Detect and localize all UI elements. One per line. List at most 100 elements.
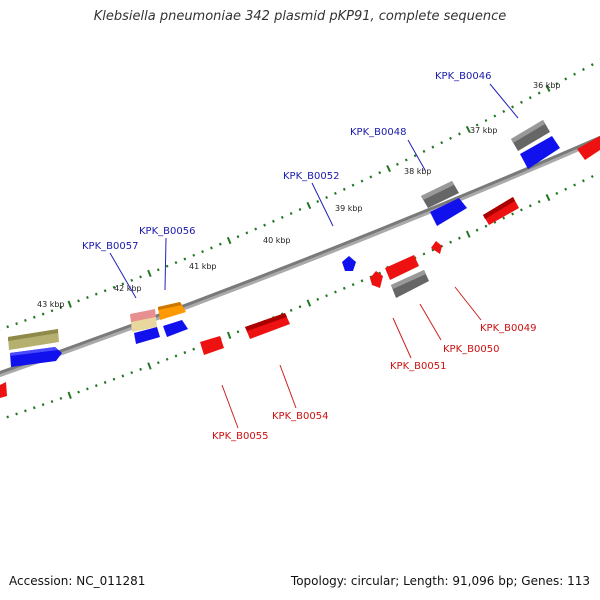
- minor-tick: [86, 387, 89, 391]
- major-tick: [67, 300, 72, 308]
- minor-tick: [24, 409, 27, 413]
- minor-tick: [422, 252, 426, 256]
- scale-label-41kbp: 41 kbp: [189, 262, 217, 271]
- minor-tick: [32, 315, 36, 319]
- leader-line: [279, 364, 297, 409]
- minor-tick: [174, 354, 178, 358]
- minor-tick: [50, 400, 54, 404]
- minor-tick: [502, 216, 506, 220]
- minor-tick: [183, 257, 187, 261]
- minor-tick: [121, 282, 125, 286]
- minor-tick: [112, 377, 116, 381]
- gene-label-KPK_B0049: KPK_B0049: [480, 323, 536, 334]
- minor-tick: [590, 63, 594, 67]
- minor-tick: [493, 114, 497, 118]
- gene-olive-top: [8, 329, 58, 341]
- scale-label-40kbp: 40 kbp: [263, 236, 291, 245]
- minor-tick: [316, 199, 320, 204]
- minor-tick: [573, 183, 577, 187]
- minor-tick: [316, 297, 320, 301]
- minor-tick: [165, 264, 169, 268]
- minor-tick: [404, 158, 408, 162]
- minor-tick: [77, 299, 80, 303]
- minor-tick: [139, 367, 142, 371]
- minor-tick: [174, 261, 178, 265]
- minor-tick: [484, 224, 488, 228]
- minor-tick: [528, 96, 532, 100]
- minor-tick: [360, 179, 364, 183]
- minor-tick: [458, 132, 461, 136]
- minor-tick: [564, 187, 568, 191]
- minor-tick: [139, 275, 142, 279]
- minor-tick: [130, 278, 134, 282]
- major-tick: [465, 230, 471, 238]
- minor-tick: [77, 390, 80, 394]
- minor-tick: [334, 290, 337, 294]
- minor-tick: [519, 208, 523, 212]
- minor-tick: [236, 330, 240, 334]
- minor-tick: [41, 403, 45, 407]
- minor-tick: [103, 380, 107, 384]
- minor-tick: [183, 351, 187, 355]
- minor-tick: [325, 294, 328, 298]
- gene-gray-top: [391, 270, 426, 289]
- scale-label-43kbp: 43 kbp: [37, 300, 65, 309]
- major-tick: [306, 201, 312, 210]
- gene-blue: [430, 198, 467, 226]
- minor-tick: [236, 235, 240, 239]
- minor-tick: [484, 119, 488, 123]
- gene-red: [577, 136, 600, 160]
- major-tick: [386, 164, 392, 173]
- minor-tick: [378, 171, 382, 175]
- minor-tick: [218, 242, 222, 246]
- minor-tick: [6, 415, 10, 419]
- leader-line: [392, 317, 412, 359]
- minor-tick: [112, 285, 116, 289]
- minor-tick: [520, 100, 523, 104]
- gene-label-KPK_B0051: KPK_B0051: [390, 361, 446, 372]
- minor-tick: [289, 308, 293, 312]
- gene-label-KPK_B0050: KPK_B0050: [443, 344, 499, 355]
- accession-text: Accession: NC_011281: [9, 574, 146, 588]
- minor-tick: [50, 309, 54, 313]
- leader-line: [109, 252, 137, 299]
- major-tick: [465, 125, 471, 134]
- minor-tick: [502, 109, 506, 113]
- major-tick: [226, 236, 232, 245]
- minor-tick: [351, 283, 355, 287]
- minor-tick: [440, 141, 444, 145]
- minor-tick: [457, 236, 461, 240]
- minor-tick: [431, 248, 435, 252]
- gene-red: [431, 241, 442, 254]
- minor-tick: [298, 305, 302, 309]
- minor-tick: [325, 195, 329, 200]
- minor-tick: [351, 183, 355, 187]
- leader-line: [454, 286, 482, 321]
- minor-tick: [59, 306, 63, 309]
- gene-red: [0, 382, 7, 398]
- minor-tick: [59, 396, 63, 400]
- outer-scale-ticks: [0, 59, 600, 331]
- major-tick: [306, 299, 312, 307]
- gene-label-KPK_B0048: KPK_B0048: [350, 127, 406, 138]
- gene-gray-top: [511, 120, 545, 143]
- major-tick: [545, 84, 551, 92]
- major-tick: [67, 391, 72, 399]
- major-tick: [147, 269, 152, 277]
- minor-tick: [15, 412, 18, 416]
- minor-tick: [271, 219, 275, 223]
- minor-tick: [210, 246, 213, 250]
- forward-genes: [8, 120, 560, 367]
- minor-tick: [245, 231, 249, 235]
- backbone-shadow: [0, 136, 600, 378]
- minor-tick: [156, 361, 160, 365]
- reverse-genes: [0, 136, 600, 398]
- gene-label-KPK_B0056: KPK_B0056: [139, 226, 195, 237]
- minor-tick: [192, 347, 196, 351]
- minor-tick: [475, 228, 479, 232]
- gene-gray: [421, 181, 459, 208]
- gene-label-KPK_B0057: KPK_B0057: [82, 241, 138, 252]
- minor-tick: [360, 279, 364, 283]
- gene-blue: [163, 320, 188, 337]
